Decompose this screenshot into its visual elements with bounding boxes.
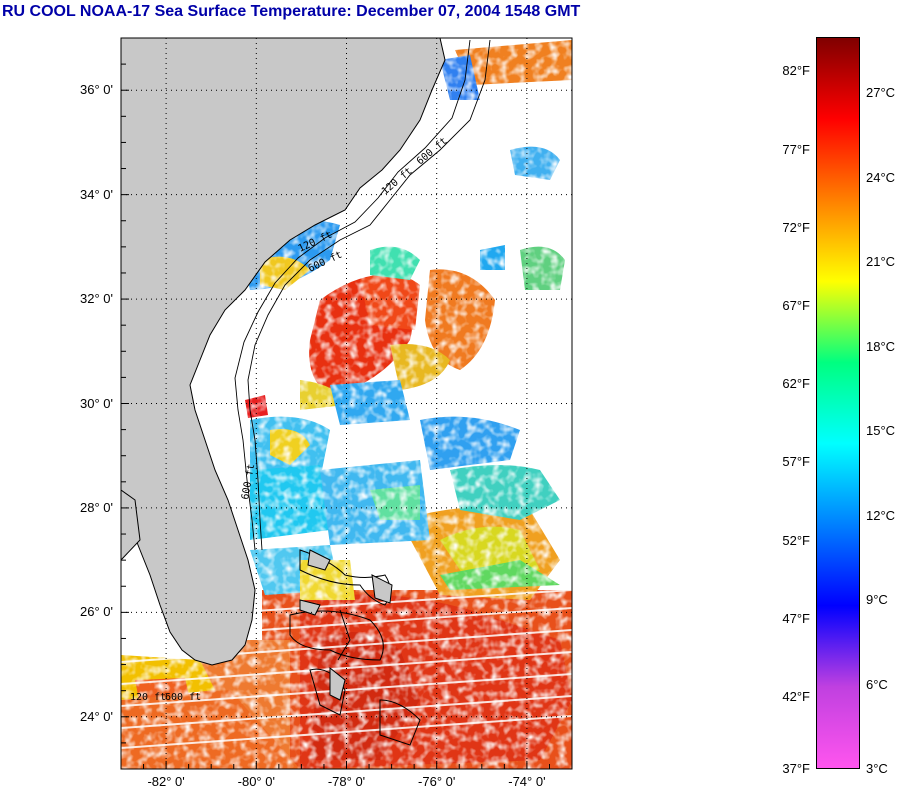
fahrenheit-label: 67°F	[782, 298, 810, 314]
lat-label: 24° 0'	[80, 708, 113, 724]
lon-label: -78° 0'	[327, 774, 366, 789]
fahrenheit-label: 42°F	[782, 689, 810, 705]
lat-label: 36° 0'	[80, 82, 113, 98]
graticule	[121, 38, 572, 769]
map-title: RU COOL NOAA-17 Sea Surface Temperature:…	[2, 3, 581, 20]
celsius-label: 24°C	[866, 169, 896, 185]
fahrenheit-label: 72°F	[782, 219, 810, 235]
fahrenheit-label: 82°F	[782, 63, 810, 79]
celsius-label: 15°C	[866, 423, 896, 439]
celsius-label: 6°C	[866, 676, 888, 692]
lat-label: 32° 0'	[80, 291, 113, 307]
isobath-label: 600 ft	[165, 692, 201, 703]
celsius-label: 9°C	[866, 592, 888, 608]
lon-label: -80° 0'	[237, 774, 275, 789]
lat-label: 30° 0'	[80, 395, 113, 411]
temperature-colorbar	[816, 37, 860, 769]
lon-label: -76° 0'	[418, 774, 456, 789]
isobath-label: 120 ft	[130, 692, 166, 703]
celsius-label: 3°C	[866, 761, 888, 776]
fahrenheit-label: 62°F	[782, 376, 810, 392]
fahrenheit-label: 57°F	[782, 454, 810, 470]
fahrenheit-label: 52°F	[782, 532, 810, 548]
celsius-label: 21°C	[866, 254, 896, 270]
lat-label: 26° 0'	[80, 604, 113, 620]
celsius-label: 18°C	[866, 338, 896, 354]
lat-label: 28° 0'	[80, 499, 113, 515]
fahrenheit-label: 37°F	[782, 761, 810, 776]
celsius-label: 27°C	[866, 85, 896, 101]
fahrenheit-label: 77°F	[782, 141, 810, 157]
isobath-lines	[234, 39, 491, 551]
celsius-label: 12°C	[866, 507, 896, 523]
lon-label: -74° 0'	[508, 774, 546, 789]
lat-label: 34° 0'	[80, 186, 113, 202]
fahrenheit-label: 47°F	[782, 610, 810, 626]
lon-label: -82° 0'	[147, 774, 185, 789]
